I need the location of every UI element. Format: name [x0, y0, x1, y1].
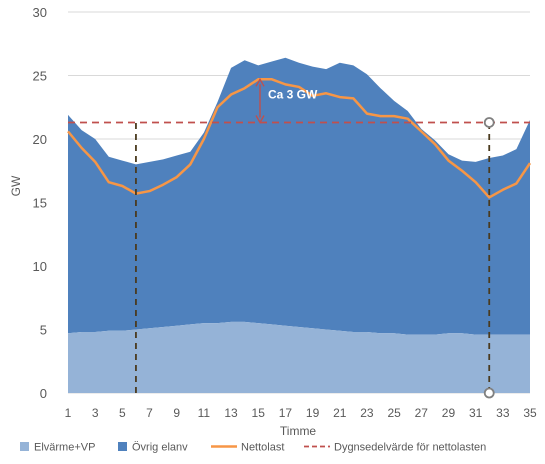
series-area-elvarme-vp: [68, 321, 530, 393]
legend-label: Elvärme+VP: [34, 442, 95, 454]
x-tick-label-13: 13: [224, 406, 238, 420]
y-tick-label-15: 15: [33, 196, 47, 211]
x-tick-label-27: 27: [415, 406, 429, 420]
annotation-arrow-head-top: [255, 77, 265, 87]
x-tick-label-11: 11: [198, 406, 211, 420]
series-line-nettolast: [67, 78, 532, 199]
x-tick-label-21: 21: [333, 406, 347, 420]
x-tick-label-19: 19: [306, 406, 320, 420]
x-tick-label-1: 1: [65, 406, 72, 420]
y-tick-label-30: 30: [33, 5, 47, 20]
plot-area: [67, 57, 532, 393]
legend-label: Dygnsedelvärde för nettolasten: [334, 442, 486, 454]
y-axis-label: GW: [9, 175, 23, 196]
x-tick-label-5: 5: [119, 406, 126, 420]
x-tick-label-23: 23: [360, 406, 374, 420]
x-tick-label-35: 35: [523, 406, 537, 420]
legend-label: Övrig elanv: [132, 442, 188, 454]
x-tick-label-3: 3: [92, 406, 99, 420]
legend-item-elvarme-vp: Elvärme+VP: [20, 442, 95, 454]
legend-swatch: [118, 442, 127, 451]
legend-item-nettolast: Nettolast: [211, 442, 284, 454]
x-tick-label-7: 7: [146, 406, 153, 420]
x-tick-label-31: 31: [469, 406, 483, 420]
annotations: Ca 3 GW: [255, 77, 318, 124]
x-tick-label-17: 17: [279, 406, 293, 420]
x-tick-label-9: 9: [173, 406, 180, 420]
reference-marker-bottom: [483, 387, 495, 399]
y-tick-label-25: 25: [33, 69, 47, 84]
legend-item-dygnsedelvarde: Dygnsedelvärde för nettolasten: [304, 442, 486, 454]
series-area-ovrig-elanv: [68, 57, 530, 335]
x-axis-label: Timme: [280, 424, 317, 438]
legend-item-ovrig-elanv: Övrig elanv: [118, 442, 188, 454]
x-tick-label-15: 15: [252, 406, 266, 420]
x-tick-label-29: 29: [442, 406, 456, 420]
annotation-label: Ca 3 GW: [268, 88, 318, 102]
legend-swatch: [20, 442, 29, 451]
reference-lines: [135, 117, 495, 399]
annotation-arrow-head-bottom: [255, 115, 265, 124]
y-tick-label-20: 20: [33, 132, 47, 147]
legend: Elvärme+VP Övrig elanv Nettolast Dygnsedelv…: [20, 442, 486, 454]
y-tick-label-0: 0: [40, 386, 47, 401]
x-tick-label-25: 25: [387, 406, 401, 420]
x-tick-label-33: 33: [496, 406, 510, 420]
y-tick-label-10: 10: [33, 259, 47, 274]
reference-marker-top: [483, 117, 495, 128]
legend-label: Nettolast: [241, 442, 284, 454]
y-tick-label-5: 5: [40, 323, 47, 338]
